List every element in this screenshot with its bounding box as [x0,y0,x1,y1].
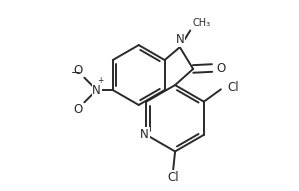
Text: Cl: Cl [167,171,179,184]
Text: CH₃: CH₃ [192,18,210,28]
Text: Cl: Cl [227,81,239,94]
Text: O: O [74,103,83,116]
Text: −: − [70,66,80,79]
Text: O: O [217,62,226,74]
Text: N: N [140,128,149,141]
Text: N: N [176,33,184,46]
Text: N: N [92,83,101,96]
Text: +: + [97,76,103,85]
Text: O: O [74,64,83,77]
